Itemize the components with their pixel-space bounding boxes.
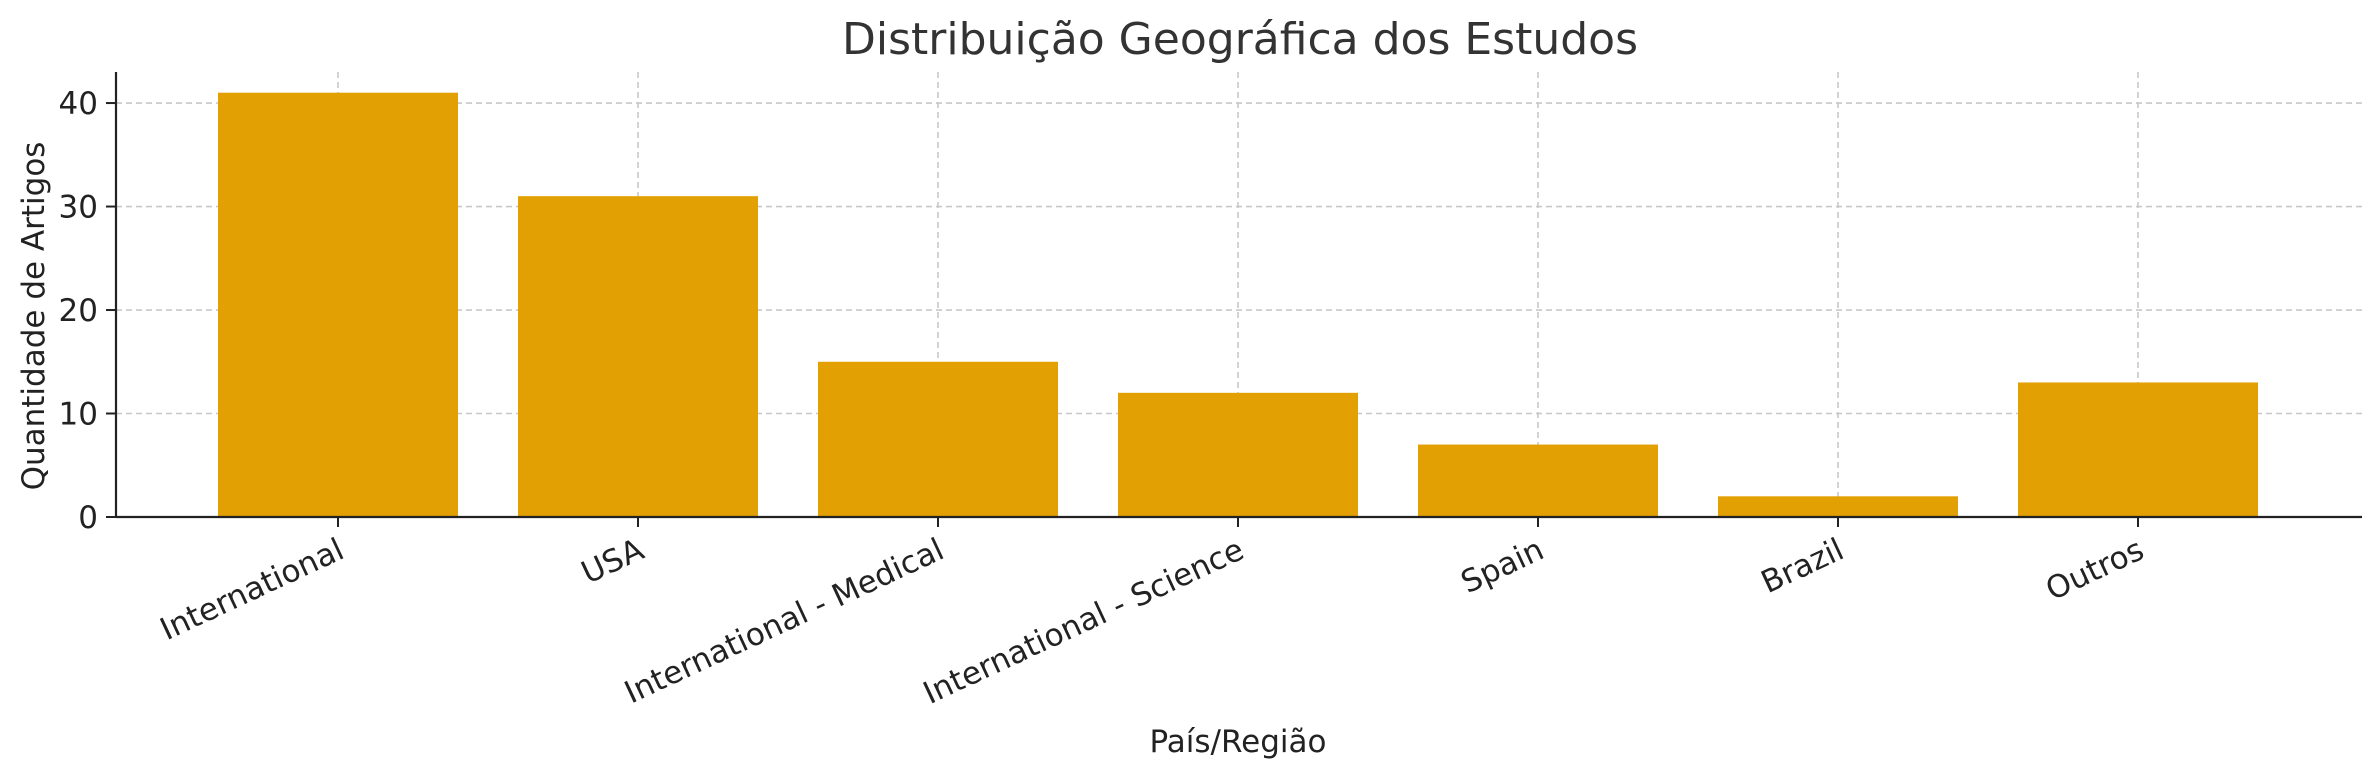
x-tick-label: Outros <box>2040 532 2149 608</box>
bar <box>818 361 1058 517</box>
bar <box>1718 496 1958 517</box>
x-axis-label: País/Região <box>1150 724 1327 760</box>
y-tick-label: 30 <box>59 190 98 226</box>
chart-title: Distribuição Geográfica dos Estudos <box>842 14 1638 65</box>
y-axis-label: Quantidade de Artigos <box>16 142 52 491</box>
x-tick-label: International <box>155 532 350 648</box>
y-tick-label: 40 <box>59 86 98 122</box>
y-tick-label: 0 <box>78 500 98 536</box>
x-tick-label: Brazil <box>1756 532 1850 601</box>
x-tick-label: USA <box>576 532 649 592</box>
bars <box>218 92 2258 518</box>
y-tick-label: 20 <box>59 293 98 329</box>
bar <box>1418 444 1658 517</box>
y-ticks: 0 10 20 30 40 <box>59 86 116 536</box>
bar <box>2018 382 2258 517</box>
bar <box>1118 392 1358 517</box>
y-tick-label: 10 <box>59 397 98 433</box>
x-tick-label: International - Medical <box>619 532 949 711</box>
x-tick-label: Spain <box>1456 532 1550 601</box>
x-tick-label: International - Science <box>918 532 1249 712</box>
bar <box>218 92 458 517</box>
bar <box>518 196 758 518</box>
